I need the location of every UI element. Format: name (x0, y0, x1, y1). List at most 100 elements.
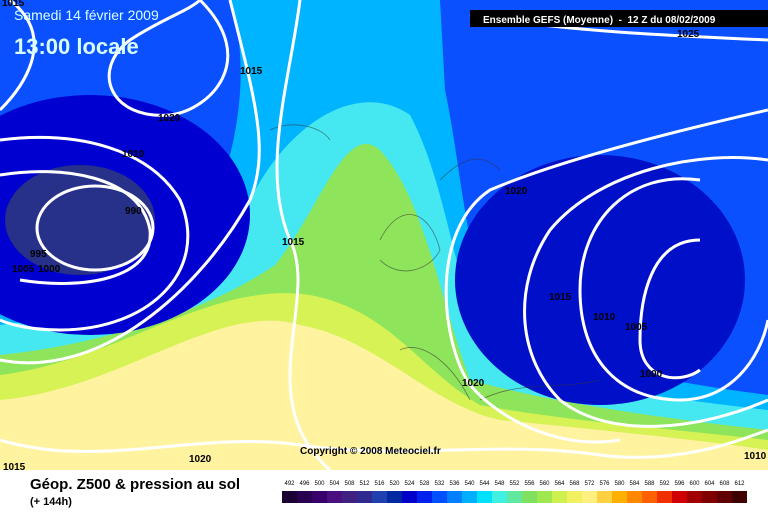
legend-label: 536 (449, 481, 460, 487)
legend-label: 604 (704, 481, 715, 487)
isobar-label: 1000 (38, 264, 61, 275)
legend-label: 512 (359, 481, 370, 487)
legend-label: 520 (389, 481, 400, 487)
legend-swatch (357, 491, 372, 503)
legend-swatch (432, 491, 447, 503)
legend-label: 556 (524, 481, 535, 487)
legend-label: 492 (284, 481, 295, 487)
legend-label: 544 (479, 481, 490, 487)
legend-swatch (687, 491, 702, 503)
color-legend: 492 496 500 504 508 512 516 520 524 528 532 536 540 5… (282, 481, 747, 503)
legend-label: 584 (629, 481, 640, 487)
legend-label: 524 (404, 481, 415, 487)
isobar (107, 0, 230, 117)
legend-swatch (522, 491, 537, 503)
legend-swatch (477, 491, 492, 503)
legend-swatch (312, 491, 327, 503)
legend-swatch (672, 491, 687, 503)
legend-swatch (297, 491, 312, 503)
isobar (275, 0, 331, 472)
footer-lead: (+ 144h) (30, 496, 72, 508)
legend-swatch (552, 491, 567, 503)
isobar (523, 156, 768, 428)
legend-swatch (702, 491, 717, 503)
legend-label: 564 (554, 481, 565, 487)
legend-label: 516 (374, 481, 385, 487)
map: 1015 1015 1020 1010 990 995 1005 1000 10… (0, 0, 768, 473)
legend-label: 532 (434, 481, 445, 487)
legend-swatch (342, 491, 357, 503)
footer-title: Géop. Z500 & pression au sol (30, 476, 240, 493)
isobar-label: 1025 (677, 29, 700, 40)
run-banner (470, 10, 768, 27)
legend-swatch (372, 491, 387, 503)
run-info: Ensemble GEFS (Moyenne) - 12 Z du 08/02/… (483, 15, 716, 26)
legend-swatch (597, 491, 612, 503)
isobar-label: 990 (125, 206, 142, 217)
legend-label: 576 (599, 481, 610, 487)
isobar-label: 1020 (189, 454, 212, 465)
legend-label: 580 (614, 481, 625, 487)
legend-label: 496 (299, 481, 310, 487)
isobar-label: 1010 (593, 312, 616, 323)
legend-swatch (462, 491, 477, 503)
isobar-label: 1015 (2, 0, 25, 9)
isobar-label: 1010 (744, 451, 767, 462)
isobar-label: 1020 (505, 186, 528, 197)
legend-label: 552 (509, 481, 520, 487)
isobar (638, 238, 701, 380)
isobar (0, 136, 190, 332)
legend-label: 588 (644, 481, 655, 487)
legend-swatch (567, 491, 582, 503)
isobar-label: 1020 (462, 378, 485, 389)
isobar (0, 428, 768, 459)
isobar-label: 1020 (158, 113, 181, 124)
legend-swatch (417, 491, 432, 503)
isobar-label: 1010 (122, 149, 145, 160)
legend-swatch (582, 491, 597, 503)
legend-swatch (732, 491, 747, 503)
isobar-label: 1005 (625, 322, 648, 333)
legend-swatch (717, 491, 732, 503)
legend-label: 548 (494, 481, 505, 487)
legend-swatch (627, 491, 642, 503)
isobar-label: 1015 (3, 462, 26, 473)
legend-swatch (327, 491, 342, 503)
legend-label: 560 (539, 481, 550, 487)
legend-label: 612 (734, 481, 745, 487)
field-deep-blue (455, 155, 745, 405)
isobar-label: 995 (30, 249, 47, 260)
legend-swatch (387, 491, 402, 503)
legend-swatch (507, 491, 522, 503)
copyright: Copyright © 2008 Meteociel.fr (300, 446, 441, 457)
legend-label: 508 (344, 481, 355, 487)
coastline (269, 124, 601, 401)
isobar (578, 177, 768, 402)
legend-label: 528 (419, 481, 430, 487)
legend-label: 592 (659, 481, 670, 487)
legend-swatch (447, 491, 462, 503)
time: 13:00 locale (14, 34, 139, 59)
legend-label: 540 (464, 481, 475, 487)
isobar-label: 1000 (640, 369, 663, 380)
legend-label: 600 (689, 481, 700, 487)
legend-label: 596 (674, 481, 685, 487)
legend-swatch (642, 491, 657, 503)
legend-swatch (657, 491, 672, 503)
isobar (0, 170, 152, 285)
legend-swatch (537, 491, 552, 503)
isobar-label: 1015 (282, 237, 305, 248)
legend-swatch (402, 491, 417, 503)
legend-swatch (492, 491, 507, 503)
isobar (444, 108, 768, 444)
isobar (35, 184, 155, 272)
legend-swatch (282, 491, 297, 503)
isobar-label: 1015 (549, 292, 572, 303)
isobar (0, 0, 261, 365)
isobar-label: 1015 (240, 66, 263, 77)
legend-label: 608 (719, 481, 730, 487)
isobar-label: 1005 (12, 264, 35, 275)
date: Samedi 14 février 2009 (14, 7, 159, 23)
isobar (0, 0, 36, 112)
